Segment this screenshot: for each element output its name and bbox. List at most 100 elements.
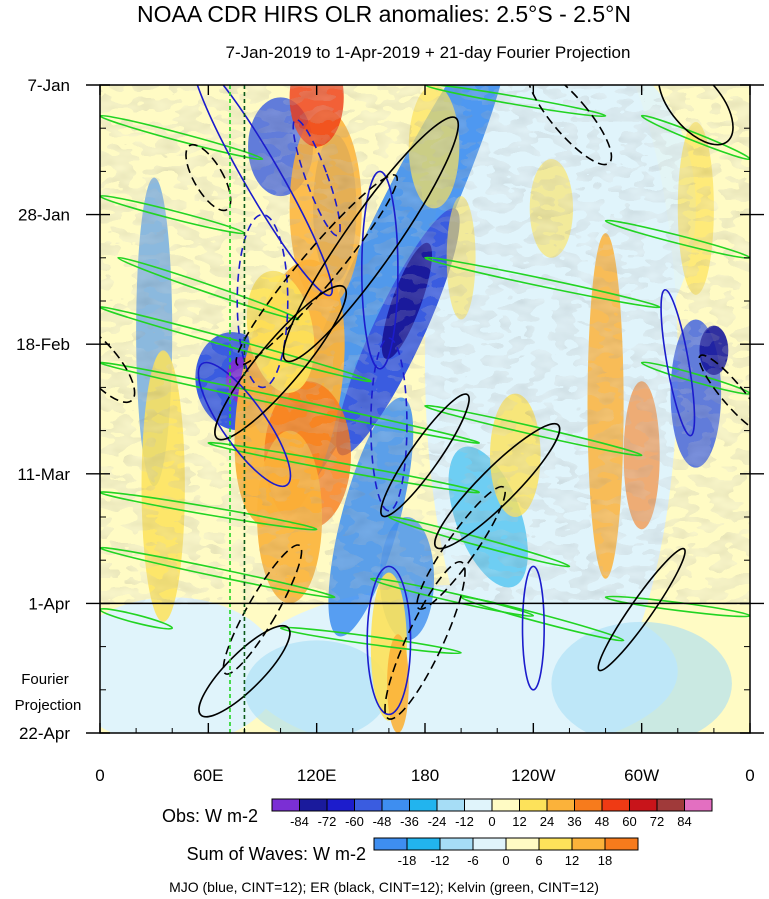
colorbar-tick-label: 36 [567,814,581,829]
colorbar-swatch [436,798,465,812]
chart-subtitle: 7-Jan-2019 to 1-Apr-2019 + 21-day Fourie… [226,43,631,62]
colorbar-tick-label: 48 [595,814,609,829]
mjo-contour [292,118,341,237]
er-contour [198,625,291,718]
colorbar-swatch [601,798,630,812]
colorbar-swatch [604,837,639,851]
projection-label-line1: Fourier [21,671,69,688]
colorbar-tick-label: 24 [540,814,554,829]
kelvin-contour [100,114,264,161]
y-axis: 7-Jan 28-Jan 18-Feb 11-Mar 1-Apr 22-Apr [16,76,764,743]
er-contour [185,143,232,212]
colorbar-swatch [491,798,520,812]
kelvin-contour [388,515,571,568]
plot-area [100,85,750,733]
colorbar-swatch [574,798,603,812]
colorbar-tick-label: -12 [455,814,474,829]
chart-title: NOAA CDR HIRS OLR anomalies: 2.5°S - 2.5… [137,1,631,27]
mjo-contour [192,85,333,297]
anomaly-patch [551,621,732,733]
colorbar-swatch [406,837,441,851]
colorbar-swatch [409,798,438,812]
colorbar-swatch [546,798,575,812]
colorbar-swatch [381,798,410,812]
colorbar-swatch [538,837,573,851]
x-tick-label: 0 [95,766,104,785]
kelvin-contour [207,441,480,494]
anomaly-patch [100,597,281,733]
colorbar-swatch [684,798,713,812]
anomaly-patch [387,634,409,733]
er-contour [434,422,561,550]
kelvin-contour [100,491,318,531]
mjo-contour [370,337,408,512]
legend-note: MJO (blue, CINT=12); ER (black, CINT=12)… [169,879,599,895]
obs-colorbar-label: Obs: W m-2 [162,806,258,826]
noise-texture [100,85,750,605]
colorbar-tick-label: 6 [535,853,542,868]
mjo-contour [236,213,289,389]
waves-colorbar: -18 -12 -6 0 6 12 18 [373,837,639,868]
wave-contours [100,85,750,720]
mjo-contour [521,565,545,691]
kelvin-contour [117,256,300,321]
mjo-contour [660,288,696,437]
kelvin-contour [100,306,372,383]
mjo-contour [197,361,292,488]
er-contour [282,116,460,363]
kelvin-contour [604,595,750,618]
y-tick-label: 22-Apr [19,724,70,743]
colorbar-tick-label: 60 [622,814,636,829]
colorbar-swatch [373,837,408,851]
x-axis: 0 60E 120E 180 120W 60W 0 [95,85,755,785]
colorbar-swatch [354,798,383,812]
er-contour [384,560,466,720]
kelvin-contour [424,256,661,309]
colorbar-swatch [571,837,606,851]
kelvin-contour [279,626,462,655]
y-tick-label: 18-Feb [16,335,70,354]
colorbar-swatch [472,837,507,851]
colorbar-tick-label: 72 [650,814,664,829]
colorbar-tick-label: -18 [398,853,417,868]
er-contour [416,485,507,610]
colorbar-tick-label: -24 [428,814,447,829]
y-tick-label: 7-Jan [27,76,70,95]
colorbar-swatch [656,798,685,812]
reference-lines [229,85,246,733]
colorbar-swatch [299,798,328,812]
x-tick-label: 120W [511,766,555,785]
colorbar-swatch [629,798,658,812]
anomaly-patch [244,640,389,733]
mjo-contour [361,170,399,370]
colorbar-tick-label: 18 [598,853,612,868]
er-contour [657,85,734,146]
er-contour [380,393,470,518]
kelvin-contour [370,577,535,617]
x-tick-label: 0 [745,766,754,785]
colorbar-swatch [505,837,540,851]
colorbar-swatch [519,798,548,812]
projection-label-line2: Projection [15,697,82,714]
colorbar-tick-label: -36 [400,814,419,829]
mjo-contour [366,565,412,716]
colorbar-tick-label: -6 [467,853,479,868]
x-tick-label: 60E [193,766,223,785]
x-tick-label: 120E [297,766,337,785]
colorbar-tick-label: 0 [488,814,495,829]
er-contour [526,85,613,166]
colorbar-swatch [464,798,493,812]
colorbar-tick-label: 12 [512,814,526,829]
y-tick-label: 11-Mar [17,465,70,484]
colorbar-tick-label: -72 [318,814,337,829]
colorbar-swatch [439,837,474,851]
er-contour [235,174,399,367]
colorbar-tick-label: -12 [431,853,450,868]
y-tick-label: 28-Jan [18,206,70,225]
colorbar-tick-label: -84 [290,814,309,829]
kelvin-contour [424,404,643,457]
colorbar-tick-label: 0 [502,853,509,868]
x-tick-label: 60W [624,766,659,785]
colorbar-swatch [326,798,355,812]
x-tick-label: 180 [411,766,439,785]
